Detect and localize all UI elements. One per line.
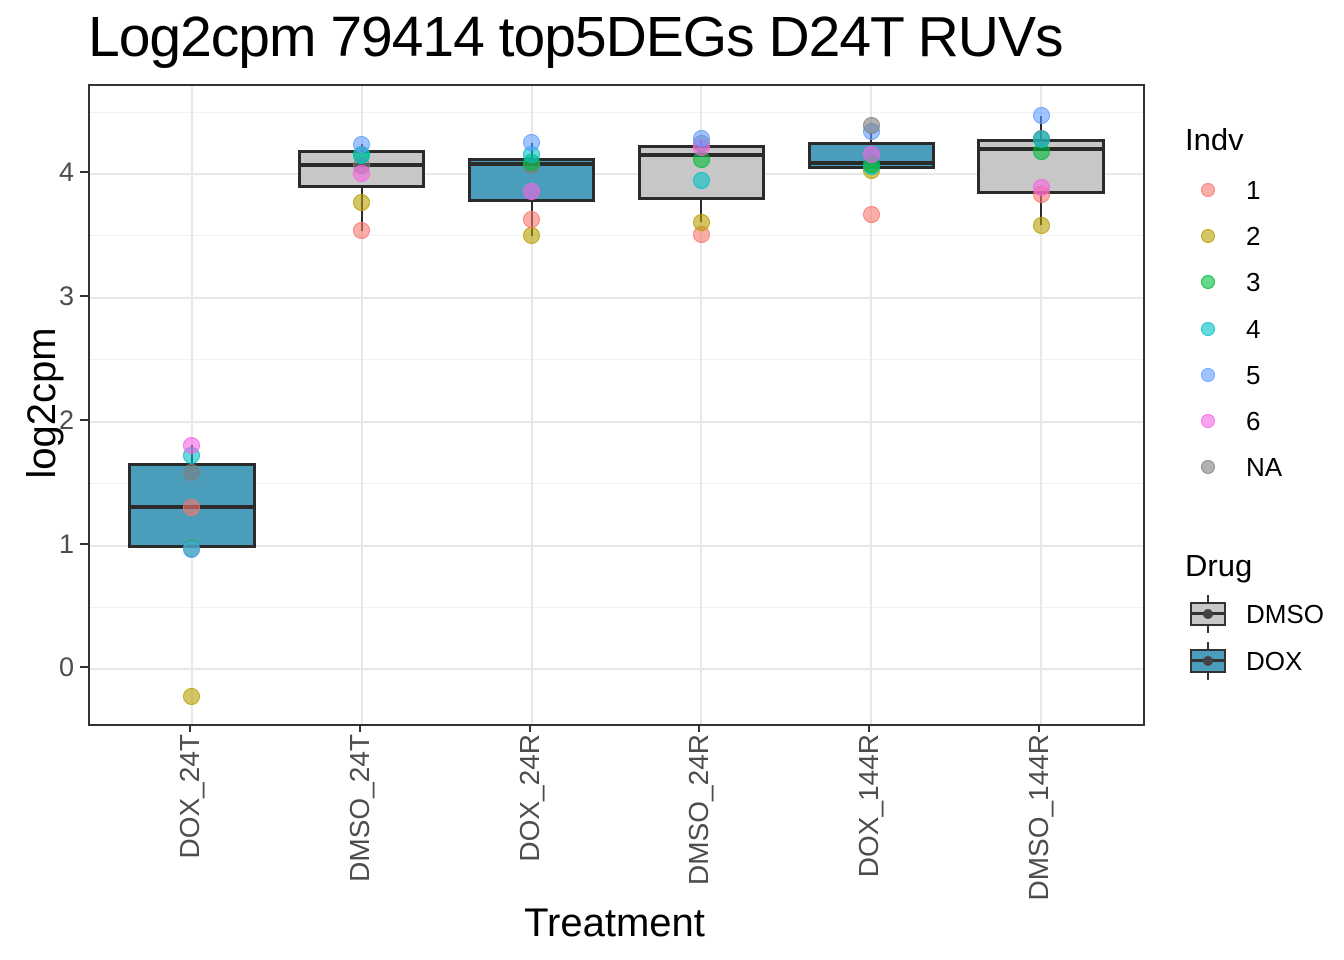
jitter-point-indv-5: [692, 130, 710, 148]
legend-drug-key-dmso: [1190, 595, 1226, 633]
gridline-vertical: [1040, 86, 1043, 724]
gridline-major: [90, 420, 1143, 423]
legend-indv-dot-5: [1201, 367, 1215, 382]
jitter-point-indv-2: [1032, 216, 1050, 234]
legend-drug-key-dox: [1190, 641, 1226, 680]
jitter-point-indv-5: [183, 540, 201, 558]
gridline-vertical: [700, 86, 703, 724]
legend-drug-label-dmso: DMSO: [1246, 599, 1324, 629]
gridline-major: [90, 172, 1143, 175]
x-tick-mark: [358, 724, 361, 732]
plot-title: Log2cpm 79414 top5DEGs D24T RUVs: [88, 5, 1063, 69]
drug-key-point: [1203, 609, 1213, 619]
legend-indv-dot-3: [1201, 275, 1215, 290]
gridline-minor: [90, 483, 1143, 485]
jitter-point-indv-6: [523, 182, 541, 200]
legend-indv-label-3: 3: [1246, 267, 1261, 298]
jitter-point-indv-6: [353, 165, 371, 183]
whisker-lower-dmso_24r: [700, 199, 703, 223]
y-tick-mark: [80, 542, 88, 545]
gridline-major: [90, 668, 1143, 671]
y-axis-title: log2cpm: [20, 327, 64, 479]
legend-drug-title: Drug: [1185, 548, 1253, 583]
jitter-point-indv-4: [1032, 130, 1050, 148]
x-tick-mark: [868, 724, 871, 732]
gridline-vertical: [190, 86, 193, 724]
x-tick-mark: [698, 724, 701, 732]
jitter-point-indv-1: [183, 498, 201, 516]
jitter-point-indv-1: [862, 206, 880, 224]
y-tick-mark: [80, 418, 88, 421]
jitter-point-indv-NA: [862, 117, 880, 135]
legend-indv-label-6: 6: [1246, 406, 1261, 436]
x-axis-title: Treatment: [524, 901, 705, 945]
plot-panel: [88, 84, 1145, 726]
jitter-point-indv-5: [353, 135, 371, 153]
gridline-minor: [90, 111, 1143, 113]
jitter-point-indv-2: [692, 213, 710, 231]
legend-indv-label-na: NA: [1246, 452, 1283, 483]
legend-indv-dot-na: [1201, 460, 1215, 475]
gridline-minor: [90, 235, 1143, 237]
legend-indv-label-5: 5: [1246, 359, 1261, 390]
x-tick-label-dox_24r: DOX_24R: [513, 734, 545, 862]
legend-indv-dot-6: [1201, 414, 1215, 428]
legend-indv-label-4: 4: [1246, 313, 1261, 344]
gridline-minor: [90, 359, 1143, 361]
gridline-major: [90, 544, 1143, 547]
jitter-point-indv-NA: [183, 464, 201, 482]
y-tick-label: 3: [58, 280, 74, 311]
legend-indv-dot-4: [1201, 321, 1215, 336]
jitter-point-indv-6: [183, 436, 201, 454]
gridline-major: [90, 296, 1143, 299]
legend-drug-label-dox: DOX: [1246, 645, 1303, 676]
x-tick-mark: [188, 724, 191, 732]
y-tick-label: 4: [58, 156, 74, 187]
legend-indv-label-2: 2: [1246, 221, 1261, 252]
y-tick-label: 1: [58, 528, 74, 559]
x-tick-label-dmso_144r: DMSO_144R: [1023, 734, 1055, 901]
y-tick-label: 2: [58, 404, 74, 435]
legend-indv-dot-2: [1201, 229, 1215, 244]
jitter-point-indv-5: [523, 134, 541, 152]
jitter-point-indv-2: [523, 227, 541, 245]
legend-indv-dot-1: [1201, 183, 1215, 197]
y-tick-label: 0: [58, 652, 74, 683]
gridline-vertical: [870, 86, 873, 724]
gridline-minor: [90, 607, 1143, 609]
jitter-point-indv-4: [692, 171, 710, 189]
jitter-point-indv-1: [353, 222, 371, 240]
jitter-point-indv-2: [183, 688, 201, 706]
jitter-point-indv-2: [353, 193, 371, 211]
jitter-point-indv-6: [1032, 179, 1050, 197]
whisker-upper-dmso_144r: [1040, 115, 1043, 139]
gridline-vertical: [360, 86, 363, 724]
x-tick-mark: [528, 724, 531, 732]
x-tick-label-dox_144r: DOX_144R: [853, 734, 885, 878]
legend-indv-label-1: 1: [1246, 175, 1261, 205]
legend-indv-title: Indv: [1185, 122, 1244, 157]
jitter-point-indv-5: [1032, 107, 1050, 125]
whisker-lower-dmso_144r: [1040, 193, 1043, 226]
y-tick-mark: [80, 666, 88, 669]
y-tick-mark: [80, 294, 88, 297]
x-tick-label-dmso_24r: DMSO_24R: [683, 734, 715, 885]
gridline-vertical: [530, 86, 533, 724]
drug-key-point: [1203, 655, 1213, 666]
x-tick-label-dmso_24t: DMSO_24T: [343, 734, 375, 882]
jitter-point-indv-6: [862, 145, 880, 163]
x-tick-mark: [1038, 724, 1041, 732]
x-tick-label-dox_24t: DOX_24T: [173, 734, 205, 859]
jitter-point-indv-1: [523, 211, 541, 229]
y-tick-mark: [80, 170, 88, 173]
